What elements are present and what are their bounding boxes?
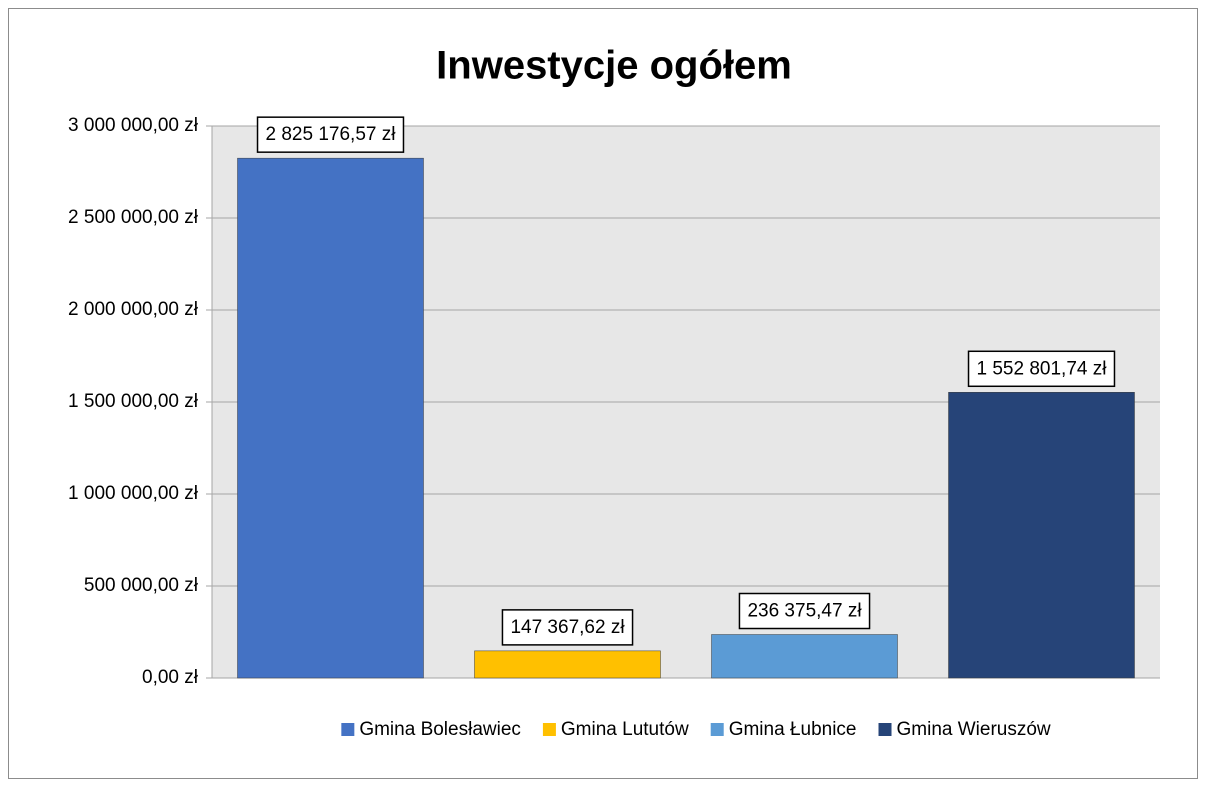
data-label-box (256, 116, 405, 153)
y-tick-label: 2 000 000,00 zł (68, 299, 199, 320)
bar (711, 634, 898, 679)
data-label-box (501, 609, 634, 646)
y-tick-label: 1 500 000,00 zł (68, 391, 199, 412)
data-label-box (738, 592, 871, 630)
legend-label: Gmina Lututów (561, 719, 689, 740)
y-tick-label: 1 000 000,00 zł (68, 483, 199, 504)
data-label: 147 367,62 zł (510, 617, 625, 638)
legend-label: Gmina Wieruszów (897, 719, 1051, 740)
legend-label: Gmina Bolesławiec (359, 719, 521, 740)
y-tick-label: 0,00 zł (142, 667, 199, 688)
data-label-box (967, 350, 1116, 388)
legend-swatch (878, 723, 892, 736)
legend-label: Gmina Łubnice (729, 719, 857, 740)
y-tick-label: 2 500 000,00 zł (68, 207, 199, 228)
legend-swatch (710, 723, 724, 736)
y-tick-label: 500 000,00 zł (84, 575, 199, 596)
data-label: 2 825 176,57 zł (266, 124, 397, 145)
y-tick-label: 3 000 000,00 zł (68, 115, 199, 136)
data-label: 236 375,47 zł (747, 601, 862, 622)
chart-title: Inwestycje ogółem (436, 44, 792, 88)
bar (237, 157, 424, 679)
legend-swatch (341, 723, 355, 736)
legend-swatch (542, 723, 556, 736)
bar (948, 392, 1135, 679)
data-label: 1 552 801,74 zł (977, 358, 1108, 379)
bar (474, 650, 661, 679)
